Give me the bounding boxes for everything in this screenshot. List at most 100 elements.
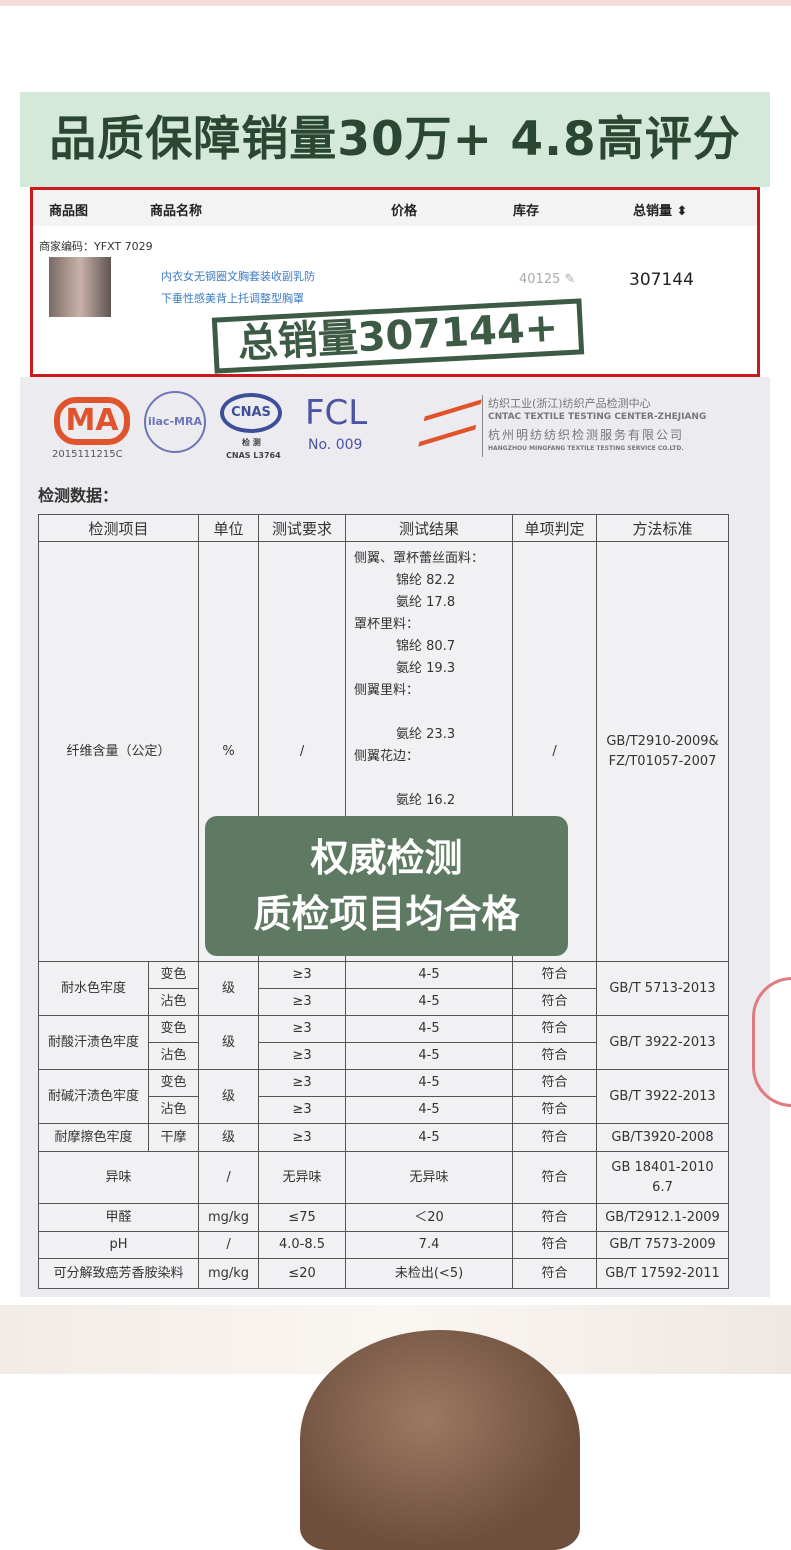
sales-listing-screenshot: 商品图 商品名称 价格 库存 总销量 ⬍ 商家编码：YFXT 7029 内衣女无… — [30, 187, 760, 377]
cell-unit: / — [198, 1151, 260, 1204]
cell-std: GB 18401-2010 6.7 — [596, 1151, 730, 1204]
cell-judge: 符合 — [512, 1151, 598, 1204]
result-line: 锦纶 80.7 — [396, 639, 456, 654]
product-name-line1: 内衣女无钢圈文胸套装收副乳防 — [161, 270, 315, 283]
th-req: 测试要求 — [258, 514, 347, 542]
cell-sub: 沾色 — [147, 1042, 200, 1070]
red-seal — [752, 977, 791, 1107]
th-item: 检测项目 — [37, 514, 200, 542]
ilac-logo: ilac-MRA — [144, 391, 206, 453]
cell-result: 无异味 — [345, 1151, 514, 1204]
result-line: 侧翼花边： — [354, 749, 420, 764]
table-row: 沾色 ≥3 4-5 符合 — [39, 1096, 729, 1124]
merchant-code: 商家编码：YFXT 7029 — [39, 240, 153, 253]
testing-center-logo — [418, 399, 482, 447]
table-row: 耐碱汗渍色牢度 变色级 ≥3 4-5 符合 GB/T 3922-2013 — [38, 1069, 730, 1124]
company-name-en: HANGZHOU MINGFANG TEXTILE TESTING SERVIC… — [488, 445, 684, 452]
listing-header: 商品图 商品名称 价格 库存 总销量 ⬍ — [33, 190, 757, 226]
cell-sub: 沾色 — [147, 988, 200, 1016]
table-row: 耐酸汗渍色牢度 变色级 ≥3 4-5 符合 GB/T 3922-2013 — [38, 1015, 730, 1070]
cell-result: ＜20 — [345, 1203, 514, 1232]
cell-judge: 符合 — [512, 1069, 598, 1097]
table-row: 可分解致癌芳香胺染料 mg/kg ≤20 未检出(<5) 符合 GB/T 17592-20… — [37, 1258, 730, 1289]
cell-item: 异味 — [37, 1151, 200, 1204]
banner-title: 品质保障销量30万+ 4.8高评分 — [49, 112, 741, 167]
cnas-sub: 检 测 — [242, 438, 261, 447]
table-row: 沾色 ≥3 4-5 符合 — [39, 988, 729, 1016]
overlay-line2: 质检项目均合格 — [253, 892, 520, 936]
cell-req: ≥3 — [258, 1096, 347, 1124]
result-line: 氨纶 16.2 — [396, 793, 456, 808]
th-std: 方法标准 — [596, 514, 730, 542]
table-row: 甲醛 mg/kg ≤75 ＜20 符合 GB/T2912.1-2009 — [37, 1203, 730, 1232]
cell-judge: 符合 — [512, 1258, 598, 1289]
stock-value: 40125 ✎ — [519, 272, 576, 287]
cell-req: 4.0-8.5 — [258, 1231, 347, 1259]
cell-std: GB/T 7573-2009 — [596, 1231, 730, 1259]
col-image: 商品图 — [49, 204, 89, 219]
fcl-logo: FCL — [305, 393, 368, 433]
th-unit: 单位 — [198, 514, 260, 542]
cell-std: GB/T 3922-2013 — [596, 1069, 730, 1124]
th-judge: 单项判定 — [512, 514, 598, 542]
cell-item: 纤维含量（公定） — [37, 541, 200, 962]
total-sales-value: 307144 — [629, 270, 694, 290]
center-name-cn: 纺织工业(浙江)纺织产品检测中心 — [488, 397, 651, 410]
cell-item: 可分解致癌芳香胺染料 — [37, 1258, 200, 1289]
cell-sub: 变色 — [147, 1069, 200, 1097]
table-row: 异味 / 无异味 无异味 符合 GB 18401-2010 6.7 — [37, 1151, 730, 1204]
company-name-cn: 杭州明纺纺织检测服务有限公司 — [488, 428, 685, 442]
cell-result: 4-5 — [345, 961, 514, 989]
cell-judge: 符合 — [512, 1231, 598, 1259]
cell-item: 耐摩擦色牢度 — [38, 1123, 149, 1152]
result-line — [354, 768, 510, 790]
cell-result: 4-5 — [345, 1015, 514, 1043]
top-strip — [0, 0, 791, 6]
cell-sub: 变色 — [147, 961, 200, 989]
cell-result: 4-5 — [345, 1096, 514, 1124]
fcl-number: No. 009 — [308, 437, 363, 453]
result-line: 锦纶 82.2 — [396, 573, 456, 588]
cma-number: 2015111215C — [52, 449, 123, 460]
table-row: 耐摩擦色牢度 干摩 级 ≥3 4-5 符合 GB/T3920-2008 — [38, 1123, 730, 1152]
center-name-en: CNTAC TEXTILE TESTING CENTER-ZHEJIANG — [488, 412, 707, 422]
cell-req: ≥3 — [258, 1015, 347, 1043]
cell-item: 甲醛 — [37, 1203, 200, 1232]
col-stock: 库存 — [513, 204, 540, 219]
cell-req: ≥3 — [258, 1069, 347, 1097]
cell-unit: 级 — [198, 961, 260, 1016]
col-name: 商品名称 — [150, 204, 203, 219]
cell-judge: 符合 — [512, 1203, 598, 1232]
test-data-label: 检测数据： — [38, 486, 119, 505]
cnas-logo: CNAS — [220, 393, 282, 433]
cell-judge: 符合 — [512, 1015, 598, 1043]
model-hair — [300, 1330, 580, 1550]
cell-std: GB/T2910-2009& FZ/T01057-2007 — [596, 541, 730, 962]
cma-logo: MA — [54, 397, 130, 445]
cell-unit: 级 — [198, 1015, 260, 1070]
cell-item: pH — [37, 1231, 200, 1259]
sales-stamp: 总销量307144+ — [211, 298, 585, 374]
overlay-line1: 权威检测 — [310, 836, 463, 880]
cell-req: ≥3 — [258, 1123, 347, 1152]
col-price: 价格 — [391, 204, 418, 219]
col-sales: 总销量 ⬍ — [633, 204, 688, 219]
table-row: 沾色 ≥3 4-5 符合 — [39, 1042, 729, 1070]
cell-unit: 级 — [198, 1069, 260, 1124]
cell-result: 7.4 — [345, 1231, 514, 1259]
cell-result: 4-5 — [345, 988, 514, 1016]
cell-result: 4-5 — [345, 1069, 514, 1097]
cell-sub: 变色 — [147, 1015, 200, 1043]
cell-sub: 干摩 — [147, 1123, 200, 1152]
cell-req: ≥3 — [258, 1042, 347, 1070]
certification-overlay: 权威检测 质检项目均合格 — [205, 816, 568, 956]
cell-unit: / — [198, 1231, 260, 1259]
cell-unit: mg/kg — [198, 1258, 260, 1289]
result-line: 罩杯里料： — [354, 617, 420, 632]
cell-std: GB/T 3922-2013 — [596, 1015, 730, 1070]
cell-req: ≤75 — [258, 1203, 347, 1232]
cell-unit: mg/kg — [198, 1203, 260, 1232]
table-row: pH/4.0-8.5 7.4 符合 GB/T 7573-2009 — [37, 1231, 730, 1259]
cell-item: 耐水色牢度 — [38, 961, 149, 1016]
cell-item: 耐酸汗渍色牢度 — [38, 1015, 149, 1070]
